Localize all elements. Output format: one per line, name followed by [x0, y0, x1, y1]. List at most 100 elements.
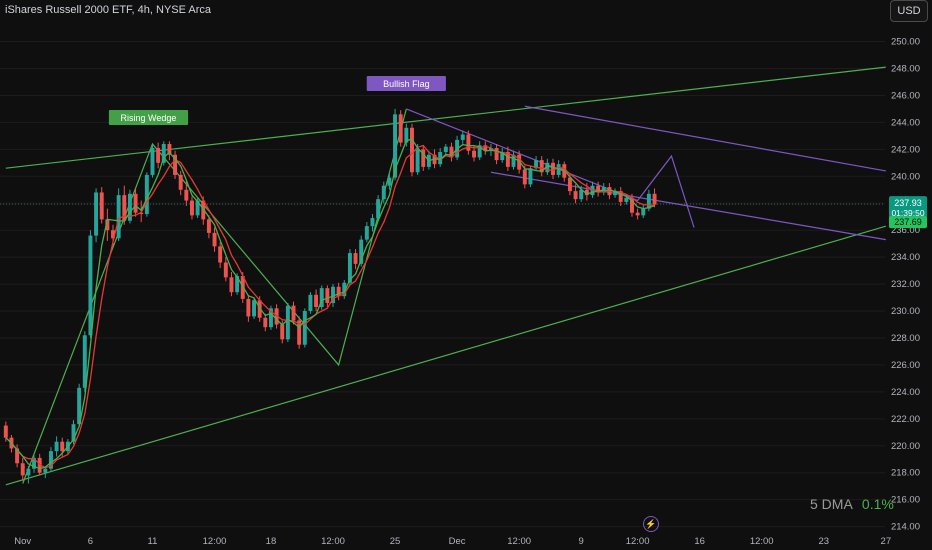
countdown-text: 01:39:50	[891, 208, 924, 218]
candle-body	[567, 177, 572, 192]
candle-body	[641, 208, 646, 216]
candle-body	[223, 262, 228, 278]
bullish-flag-upper-line	[524, 105, 886, 172]
price-tick-label: 248.00	[891, 64, 920, 75]
ma-red-line	[5, 144, 655, 469]
last-price-tag	[889, 196, 927, 221]
candle-body	[421, 149, 426, 167]
symbol-title: iShares Russell 2000 ETF, 4h, NYSE Arca	[5, 4, 212, 16]
candle-body	[511, 154, 516, 167]
candle-body	[488, 148, 493, 151]
candle-body	[415, 149, 420, 173]
time-tick-label: Dec	[449, 536, 466, 547]
indicator-readout: 5 DMA 0.1%	[810, 496, 894, 512]
candle-body	[517, 154, 522, 170]
time-tick-label: 16	[694, 536, 705, 547]
candle-body	[613, 191, 618, 196]
candle-body	[443, 146, 448, 153]
candle-body	[105, 219, 110, 231]
candle-body	[500, 152, 505, 161]
time-tick-label: 12:00	[321, 536, 345, 547]
price-tick-label: 234.00	[891, 252, 920, 263]
price-tick-label: 226.00	[891, 360, 920, 371]
rising-wedge-label-text: Rising Wedge	[121, 113, 177, 123]
price-tick-label: 218.00	[891, 468, 920, 479]
indicator-name: 5 DMA	[810, 496, 853, 512]
candle-body	[539, 160, 544, 173]
time-tick-label: Nov	[14, 536, 31, 547]
candle-body	[280, 324, 285, 340]
candle-body	[111, 230, 115, 239]
candle-body	[173, 154, 178, 175]
candle-body	[646, 193, 651, 209]
price-tick-label: 244.00	[891, 117, 920, 128]
candle-body	[359, 239, 364, 264]
candle-body	[246, 298, 251, 317]
candle-body	[206, 219, 211, 233]
candle-body	[624, 197, 629, 202]
bullish-flag-label-bg	[366, 76, 446, 91]
candle-body	[195, 200, 200, 216]
candle-body	[235, 276, 240, 293]
annotation-labels: Rising Wedge Bullish Flag	[108, 76, 446, 125]
time-tick-label: 18	[266, 536, 277, 547]
price-tick-label: 236.00	[891, 225, 920, 236]
flag-zigzag	[406, 108, 695, 228]
candle-body	[308, 294, 313, 312]
lightning-icon[interactable]: ⚡	[643, 516, 659, 532]
candle-body	[20, 463, 25, 476]
candle-body	[167, 143, 172, 155]
candle-body	[48, 451, 53, 469]
last-price-text: 237.93	[894, 198, 922, 208]
candle-body	[545, 162, 550, 173]
candle-body	[285, 305, 290, 340]
candle-body	[3, 425, 8, 438]
price-tick-label: 242.00	[891, 144, 920, 155]
candle-body	[122, 195, 127, 221]
candle-body	[635, 212, 640, 216]
time-tick-label: 27	[881, 536, 892, 547]
candle-body	[505, 152, 510, 167]
candle-body	[297, 320, 302, 345]
time-tick-label: 12:00	[507, 536, 531, 547]
candle-body	[156, 148, 161, 163]
candle-body	[630, 197, 634, 213]
time-tick-label: 12:00	[750, 536, 774, 547]
candle-body	[438, 152, 443, 165]
candle-body	[410, 127, 414, 173]
currency-button[interactable]: USD	[890, 0, 928, 22]
candle-body	[150, 148, 155, 175]
candle-body	[144, 174, 149, 215]
price-tick-label: 232.00	[891, 279, 920, 290]
rising-wedge-label: Rising Wedge	[108, 110, 189, 125]
candle-body	[342, 282, 347, 297]
candle-body	[336, 286, 341, 297]
candle-body	[161, 143, 166, 163]
price-tick-label: 250.00	[891, 37, 920, 48]
bullish-flag-label: Bullish Flag	[366, 76, 446, 91]
ma-price-text: 237.69	[894, 217, 922, 227]
price-tick-label: 222.00	[891, 414, 920, 425]
candle-body	[460, 134, 465, 140]
candle-body	[579, 189, 584, 200]
candle-body	[212, 232, 217, 247]
candle-body	[494, 148, 499, 161]
candle-body	[139, 212, 144, 215]
candle-body	[596, 185, 601, 193]
time-tick-label: 9	[579, 536, 584, 547]
candle-body	[99, 192, 104, 220]
candle-body	[127, 193, 132, 221]
candle-body	[376, 199, 381, 219]
candle-body	[184, 189, 189, 201]
rising-wedge-label-bg	[108, 110, 189, 125]
candle-body	[584, 189, 589, 196]
bullish-flag-label-text: Bullish Flag	[383, 79, 430, 89]
candle-body	[314, 294, 319, 307]
candle-body	[263, 317, 268, 328]
candle-body	[449, 146, 454, 158]
candle-body	[528, 168, 533, 185]
candle-body	[71, 424, 76, 442]
time-axis: Nov 6 11 12:00 18 12:00 25 Dec 12:00 9 12:00 16 12:0…	[14, 536, 891, 547]
candle-body	[551, 162, 555, 175]
